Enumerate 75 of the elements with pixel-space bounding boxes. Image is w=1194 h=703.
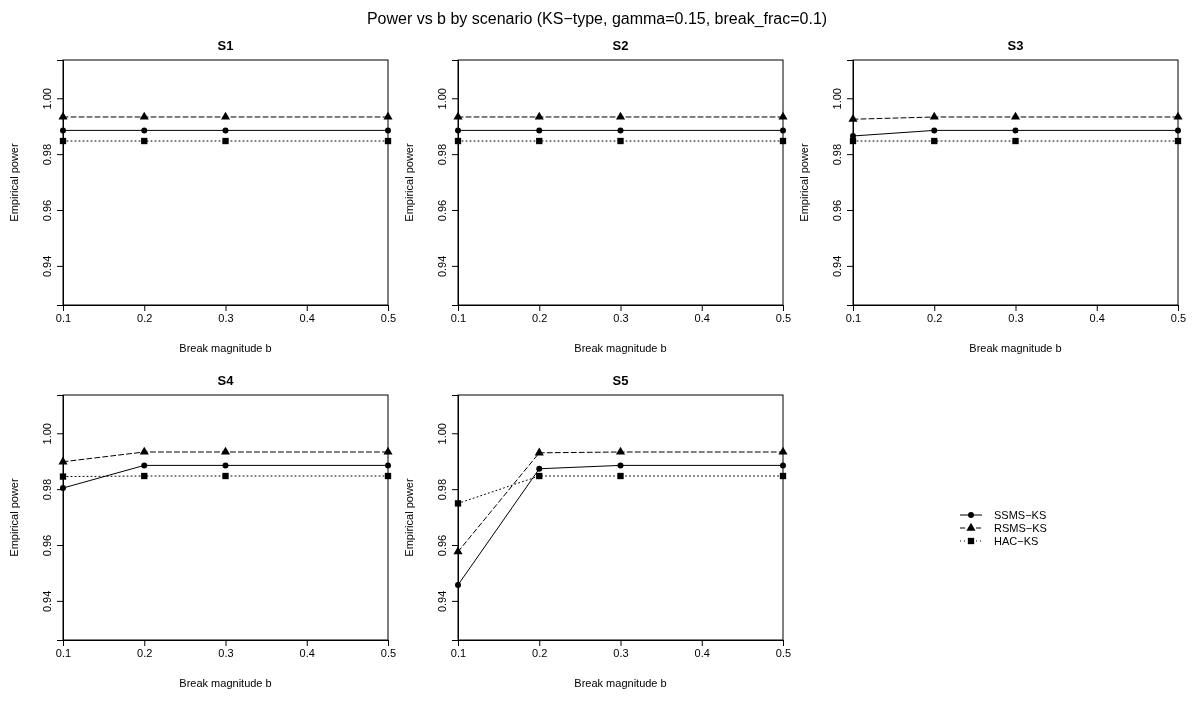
y-tick-label: 0.94	[436, 255, 448, 278]
x-tick-label: 0.4	[299, 646, 315, 659]
chart-title: S1	[217, 38, 234, 53]
y-tick-label: 1.00	[436, 423, 448, 445]
x-tick-label: 0.5	[380, 646, 397, 659]
x-tick-label: 0.1	[845, 311, 862, 324]
x-tick-label: 0.4	[299, 311, 315, 324]
x-axis-title: Break magnitude b	[574, 342, 667, 354]
x-tick-label: 0.3	[218, 646, 234, 659]
legend-label: RSMS−KS	[994, 522, 1047, 534]
point	[617, 472, 624, 480]
y-tick-label: 0.96	[436, 199, 448, 222]
point	[615, 446, 626, 455]
text: Power vs b by scenario (KS−type, gamma=0.15, break_frac=0.1)	[366, 10, 828, 28]
y-tick-label: 1.00	[831, 88, 843, 110]
y-tick-label: 0.98	[436, 143, 448, 166]
x-axis-title: Break magnitude b	[574, 677, 667, 689]
y-tick-label: 1.00	[436, 88, 448, 110]
x-tick-label: 0.3	[218, 311, 234, 324]
x-tick-label: 0.1	[450, 646, 467, 659]
y-tick-label: 0.98	[831, 143, 843, 166]
y-tick-label: 1.00	[41, 423, 53, 445]
y-axis-title: Empirical power	[798, 143, 810, 222]
y-tick-label: 0.96	[436, 534, 448, 557]
x-tick-label: 0.5	[380, 311, 397, 324]
x-tick-label: 0.4	[1089, 311, 1105, 324]
legend-label: SSMS−KS	[994, 509, 1047, 521]
y-tick-label: 0.94	[436, 590, 448, 613]
point	[454, 500, 462, 507]
y-axis-title: Empirical power	[403, 478, 415, 557]
point	[617, 462, 624, 469]
legend-label: HAC−KS	[994, 535, 1039, 547]
x-tick-label: 0.2	[137, 311, 153, 324]
y-tick-label: 0.94	[41, 255, 53, 278]
y-tick-label: 0.94	[831, 255, 843, 278]
x-tick-label: 0.3	[613, 311, 629, 324]
x-tick-label: 0.1	[55, 311, 72, 324]
chart-title: S5	[612, 373, 629, 388]
chart-title: S4	[217, 373, 235, 388]
x-tick-label: 0.2	[137, 646, 153, 659]
y-tick-label: 0.96	[831, 199, 843, 222]
x-tick-label: 0.1	[450, 311, 467, 324]
x-tick-label: 0.5	[775, 646, 792, 659]
point	[453, 546, 463, 555]
x-tick-label: 0.5	[775, 311, 792, 324]
x-tick-label: 0.3	[613, 646, 629, 659]
y-tick-label: 0.94	[41, 590, 53, 613]
x-axis-title: Break magnitude b	[179, 342, 272, 354]
point	[536, 472, 543, 480]
point	[455, 581, 461, 588]
point	[536, 465, 543, 472]
y-axis-title: Empirical power	[403, 143, 415, 222]
point	[779, 472, 787, 480]
x-tick-label: 0.4	[694, 646, 710, 659]
chart-title: S2	[612, 38, 629, 53]
y-tick-label: 0.98	[41, 143, 53, 166]
x-tick-label: 0.3	[1008, 311, 1024, 324]
x-tick-label: 0.5	[1170, 311, 1187, 324]
chart-title: S3	[1007, 38, 1024, 53]
y-tick-label: 0.96	[41, 199, 53, 222]
y-tick-label: 0.96	[41, 534, 53, 557]
x-tick-label: 0.2	[927, 311, 943, 324]
y-tick-label: 1.00	[41, 88, 53, 110]
x-axis-title: Break magnitude b	[969, 342, 1062, 354]
x-tick-label: 0.2	[532, 646, 548, 659]
point	[780, 462, 786, 469]
y-axis-title: Empirical power	[8, 143, 20, 222]
x-axis-title: Break magnitude b	[179, 677, 272, 689]
x-tick-label: 0.4	[694, 311, 710, 324]
x-tick-label: 0.2	[532, 311, 548, 324]
y-tick-label: 0.98	[436, 478, 448, 501]
y-tick-label: 0.98	[41, 478, 53, 501]
y-axis-title: Empirical power	[8, 478, 20, 557]
x-tick-label: 0.1	[55, 646, 72, 659]
point	[778, 446, 788, 455]
